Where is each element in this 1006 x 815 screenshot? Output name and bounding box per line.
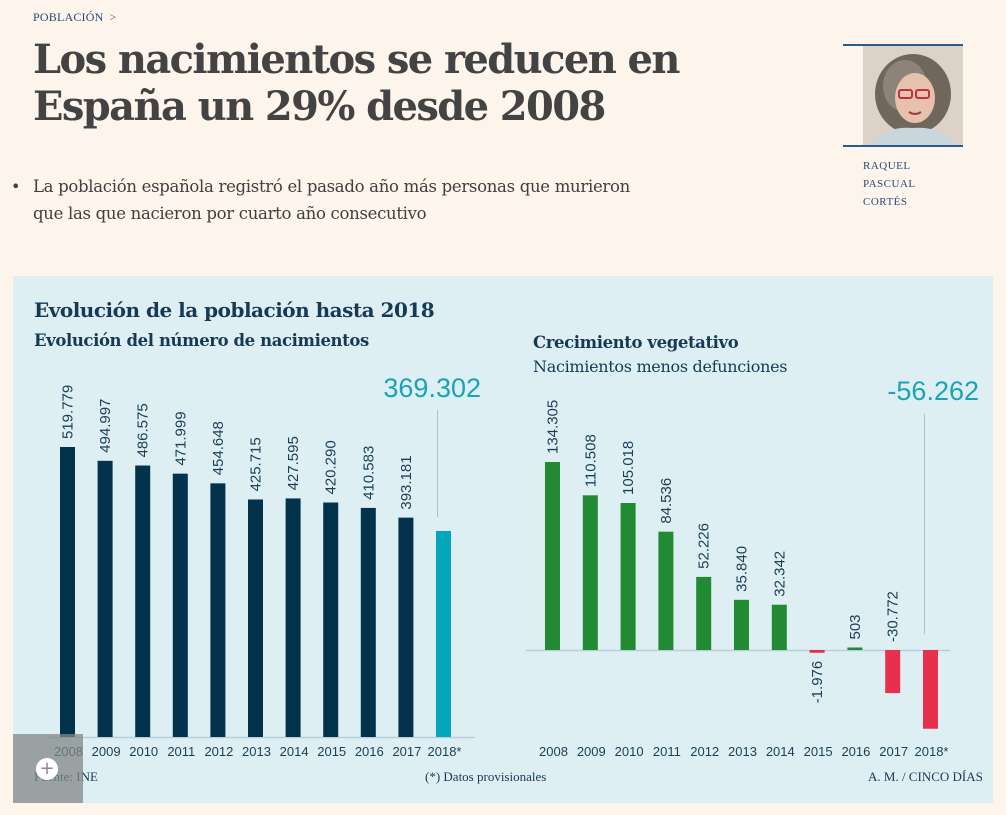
data-label: 425.715 bbox=[248, 437, 265, 491]
infographic-title: Evolución de la población hasta 2018 bbox=[34, 298, 435, 322]
author-name-link[interactable]: RAQUEL PASCUAL CORTÉS bbox=[863, 157, 963, 211]
data-label: 494.997 bbox=[97, 399, 114, 453]
bar bbox=[545, 462, 560, 650]
data-label: 471.999 bbox=[172, 411, 189, 465]
x-tick-label: 2009 bbox=[577, 744, 606, 759]
author-bottom-divider bbox=[843, 145, 963, 147]
x-tick-label: 2018* bbox=[428, 744, 462, 759]
x-tick-label: 2017 bbox=[879, 744, 908, 759]
x-tick-label: 2012 bbox=[690, 744, 719, 759]
data-label: 410.583 bbox=[360, 446, 377, 500]
bar bbox=[285, 498, 301, 737]
data-label: 486.575 bbox=[135, 403, 152, 457]
x-tick-label: 2010 bbox=[615, 744, 644, 759]
data-label: 393.181 bbox=[398, 455, 415, 509]
data-label: 420.290 bbox=[323, 440, 340, 494]
breadcrumb: POBLACIÓN > bbox=[33, 10, 116, 25]
bar bbox=[323, 502, 339, 737]
data-label: 503 bbox=[847, 614, 864, 639]
data-label: 134.305 bbox=[545, 400, 562, 454]
author-photo[interactable] bbox=[863, 46, 963, 145]
bar bbox=[620, 502, 636, 650]
bar bbox=[696, 576, 712, 650]
bar bbox=[771, 604, 787, 650]
data-label: 35.840 bbox=[734, 546, 751, 592]
author-name-line: PASCUAL bbox=[863, 178, 916, 190]
x-tick-label: 2018* bbox=[915, 744, 949, 759]
data-label: 105.018 bbox=[620, 441, 637, 495]
breadcrumb-separator-icon: > bbox=[109, 10, 117, 24]
article-title: Los nacimientos se reducen en España un … bbox=[33, 36, 680, 130]
births-chart-title: Evolución del número de nacimientos bbox=[34, 331, 369, 350]
bar bbox=[172, 473, 188, 737]
bullet-icon: • bbox=[11, 177, 21, 196]
growth-chart-subtitle: Nacimientos menos defunciones bbox=[533, 357, 788, 376]
provisional-note: (*) Datos provisionales bbox=[425, 769, 547, 784]
zoom-overlay[interactable]: + bbox=[13, 734, 83, 803]
bar bbox=[210, 483, 226, 737]
growth-chart-title: Crecimiento vegetativo bbox=[533, 333, 739, 352]
author-name-line: CORTÉS bbox=[863, 196, 908, 208]
x-tick-label: 2014 bbox=[280, 744, 309, 759]
x-tick-label: 2015 bbox=[317, 744, 346, 759]
x-tick-label: 2015 bbox=[804, 744, 833, 759]
x-tick-label: 2013 bbox=[728, 744, 757, 759]
x-tick-label: 2010 bbox=[129, 744, 158, 759]
data-label: 427.595 bbox=[285, 436, 302, 490]
bar bbox=[248, 499, 263, 737]
bar bbox=[135, 465, 151, 737]
x-tick-label: 2017 bbox=[392, 744, 421, 759]
summary-text: La población española registró el pasado… bbox=[33, 177, 630, 223]
bar bbox=[658, 531, 674, 650]
author-top-divider bbox=[843, 44, 963, 46]
author-portrait-icon bbox=[863, 46, 963, 145]
data-label: 84.536 bbox=[658, 478, 675, 524]
highlight-value-label: -56.262 bbox=[887, 376, 979, 406]
highlight-value-label: 369.302 bbox=[383, 373, 481, 403]
data-label: 110.508 bbox=[582, 434, 599, 487]
bar bbox=[97, 460, 113, 737]
x-tick-label: 2009 bbox=[92, 744, 121, 759]
bar bbox=[923, 650, 938, 729]
data-label: 519.779 bbox=[60, 385, 77, 439]
breadcrumb-section-link[interactable]: POBLACIÓN bbox=[33, 10, 104, 24]
zoom-in-icon[interactable]: + bbox=[36, 758, 58, 780]
x-tick-label: 2008 bbox=[539, 744, 568, 759]
x-tick-label: 2011 bbox=[653, 744, 681, 759]
article-summary: • La población española registró el pasa… bbox=[11, 173, 633, 227]
data-label: -1.976 bbox=[809, 661, 826, 704]
author-card: RAQUEL PASCUAL CORTÉS bbox=[843, 44, 963, 211]
x-tick-label: 2014 bbox=[766, 744, 795, 759]
bar bbox=[360, 507, 376, 737]
bar bbox=[885, 650, 901, 694]
bar bbox=[398, 517, 414, 737]
bar bbox=[734, 599, 749, 650]
x-tick-label: 2016 bbox=[355, 744, 384, 759]
bar bbox=[582, 495, 598, 650]
bar bbox=[809, 650, 825, 653]
growth-chart: 2008 134.305 2009 110.508 2010 105.018 2011 84.… bbox=[526, 376, 979, 759]
bar bbox=[60, 447, 75, 737]
author-name-line: RAQUEL bbox=[863, 160, 911, 172]
data-label: -30.772 bbox=[885, 591, 902, 642]
x-tick-label: 2011 bbox=[167, 744, 195, 759]
bar bbox=[847, 647, 863, 650]
x-tick-label: 2013 bbox=[242, 744, 271, 759]
infographic-panel: Evolución de la población hasta 2018 Evo… bbox=[13, 276, 993, 803]
data-label: 32.342 bbox=[771, 551, 788, 597]
data-label: 52.226 bbox=[696, 523, 713, 569]
credit-note: A. M. / CINCO DÍAS bbox=[868, 769, 983, 784]
x-tick-label: 2016 bbox=[841, 744, 870, 759]
x-tick-label: 2012 bbox=[204, 744, 233, 759]
bar bbox=[436, 530, 451, 737]
data-label: 454.648 bbox=[210, 421, 227, 475]
